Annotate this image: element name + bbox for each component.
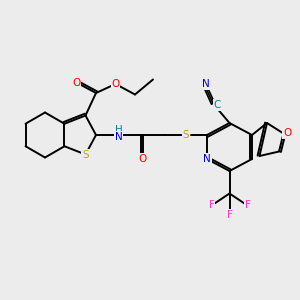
Text: N: N <box>115 131 122 142</box>
Text: S: S <box>183 130 189 140</box>
Text: F: F <box>226 209 232 220</box>
Text: N: N <box>202 79 209 89</box>
Text: O: O <box>72 77 81 88</box>
Text: S: S <box>82 149 89 160</box>
Text: O: O <box>138 154 147 164</box>
Text: O: O <box>283 128 291 139</box>
Text: C: C <box>214 100 221 110</box>
Text: O: O <box>111 79 120 89</box>
Text: F: F <box>208 200 214 211</box>
Text: F: F <box>244 200 250 211</box>
Text: N: N <box>203 154 211 164</box>
Text: H: H <box>115 124 122 135</box>
